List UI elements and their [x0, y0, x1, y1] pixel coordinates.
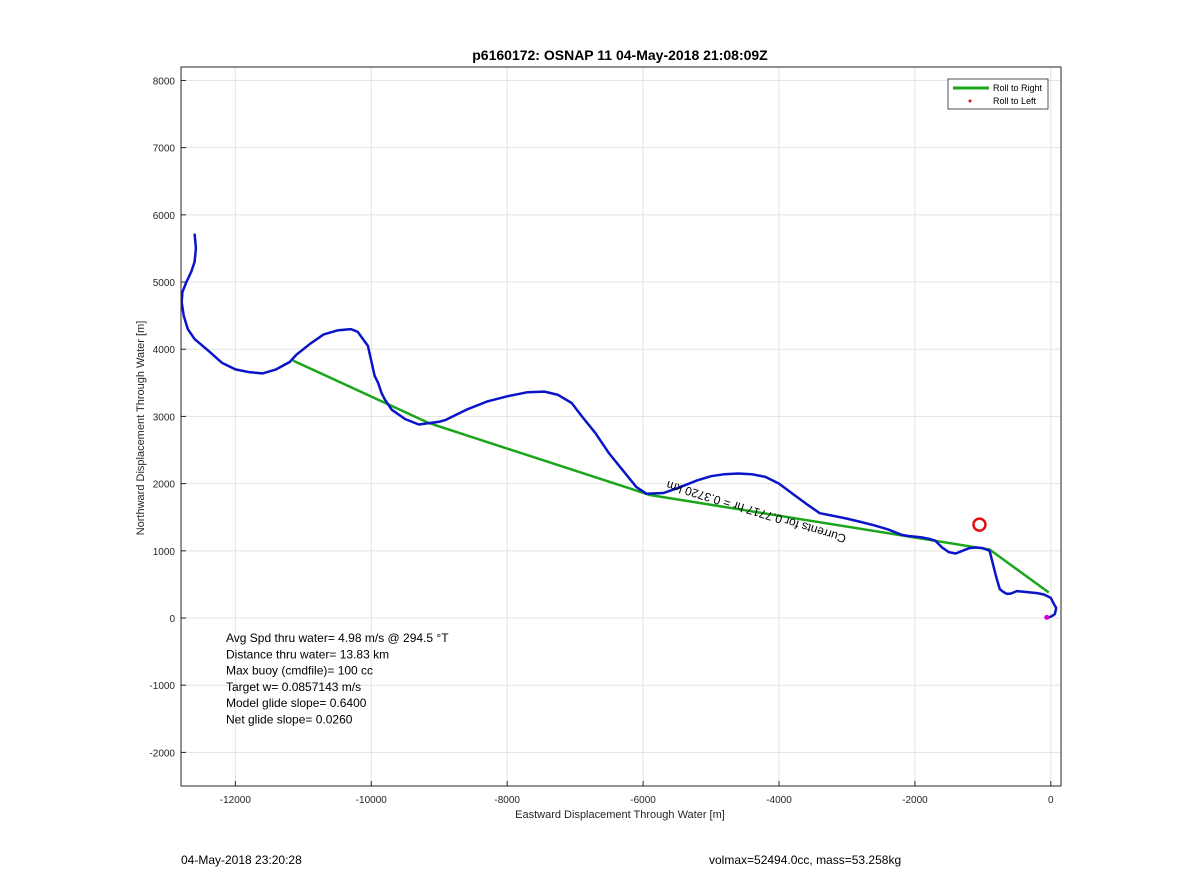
x-tick-label: -6000	[630, 795, 656, 806]
legend: Roll to Right Roll to Left	[947, 78, 1049, 110]
x-tick-label: -8000	[494, 795, 520, 806]
x-tick-label: -2000	[902, 795, 928, 806]
legend-swatch-left	[968, 99, 972, 103]
glider-track-line	[180, 233, 1058, 620]
y-tick-label: -2000	[149, 748, 175, 759]
y-axis-label: Northward Displacement Through Water [m]	[135, 321, 147, 536]
footer-timestamp: 04-May-2018 23:20:28	[181, 853, 302, 867]
footer-vol-mass: volmax=52494.0cc, mass=53.258kg	[709, 853, 902, 867]
stat-line: Target w= 0.0857143 m/s	[226, 680, 361, 694]
legend-label-left: Roll to Left	[993, 96, 1037, 106]
legend-label-right: Roll to Right	[993, 83, 1043, 93]
grid-lines	[181, 67, 1061, 786]
y-tick-label: 7000	[153, 144, 176, 155]
tick-labels: -12000 -10000 -8000 -6000 -4000 -2000 0-2000-1…	[149, 76, 1054, 806]
stat-line: Net glide slope= 0.0260	[226, 713, 353, 727]
chart-title: p6160172: OSNAP 11 04-May-2018 21:08:09Z	[472, 47, 768, 63]
stat-line: Avg Spd thru water= 4.98 m/s @ 294.5 °T	[226, 631, 449, 645]
legend-box	[947, 78, 1049, 110]
x-tick-label: -10000	[356, 795, 388, 806]
stat-line: Max buoy (cmdfile)= 100 cc	[226, 664, 373, 678]
y-tick-label: 5000	[153, 278, 176, 289]
target-marker	[972, 517, 987, 532]
y-tick-label: 4000	[153, 345, 176, 356]
stat-line: Model glide slope= 0.6400	[226, 696, 367, 710]
x-axis-label: Eastward Displacement Through Water [m]	[515, 809, 725, 821]
end-marker	[1044, 614, 1050, 620]
x-tick-label: -12000	[220, 795, 252, 806]
stat-line: Distance thru water= 13.83 km	[226, 647, 389, 661]
y-tick-label: 3000	[153, 412, 176, 423]
roll-right-line	[292, 359, 1050, 594]
y-tick-label: 6000	[153, 211, 176, 222]
axes-box	[180, 66, 1062, 787]
y-tick-label: 0	[169, 614, 175, 625]
y-tick-label: 1000	[153, 547, 176, 558]
y-tick-label: 8000	[153, 76, 176, 87]
x-tick-label: 0	[1048, 795, 1054, 806]
series-layer	[180, 233, 1058, 620]
stats-annotation: Avg Spd thru water= 4.98 m/s @ 294.5 °T D…	[226, 631, 449, 727]
y-tick-label: 2000	[153, 480, 176, 491]
x-tick-label: -4000	[766, 795, 792, 806]
y-tick-label: -1000	[149, 681, 175, 692]
